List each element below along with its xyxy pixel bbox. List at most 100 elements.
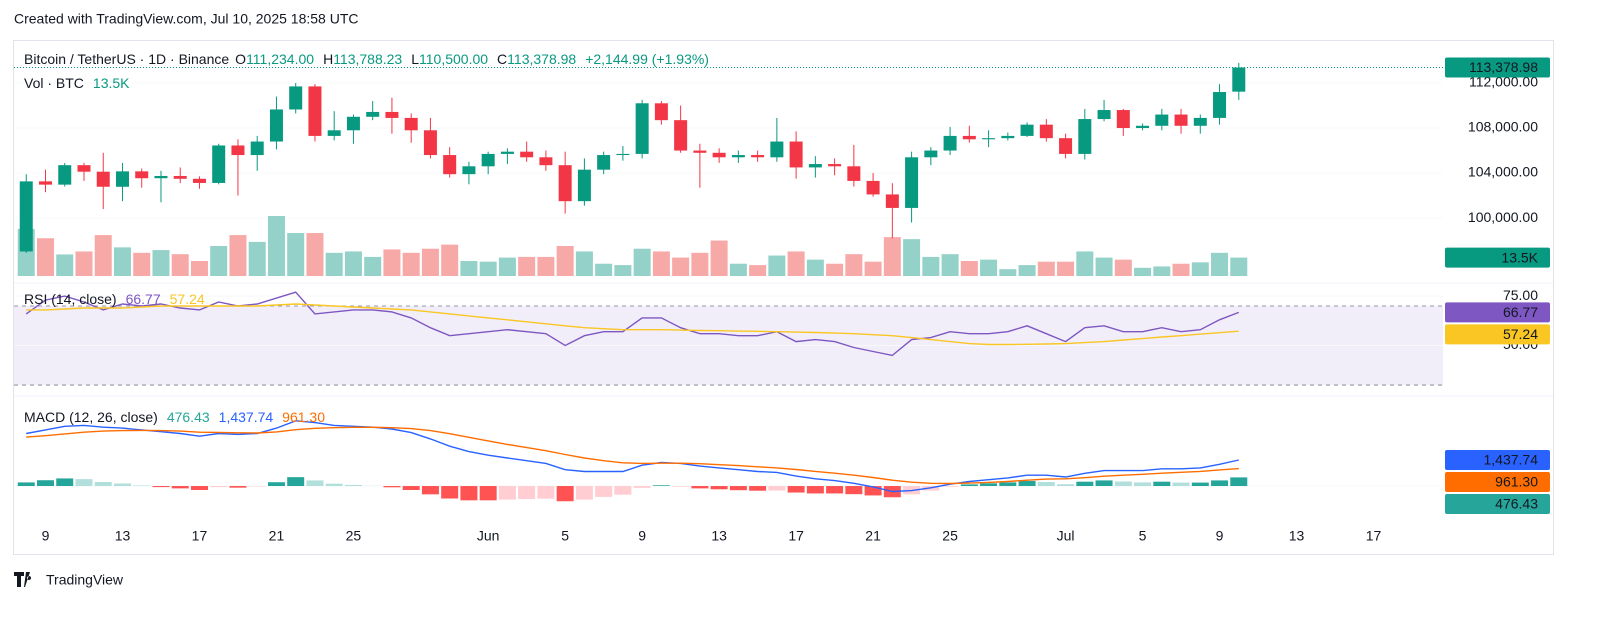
volume-bar bbox=[729, 263, 747, 276]
x-tick-label: 9 bbox=[638, 528, 646, 544]
volume-bar bbox=[1095, 257, 1113, 276]
candle-body bbox=[539, 157, 553, 166]
rsi-value: 66.77 bbox=[126, 291, 161, 307]
volume-bar bbox=[36, 238, 54, 276]
candle-body bbox=[847, 166, 861, 181]
histogram-bar bbox=[248, 486, 266, 487]
volume-bar bbox=[498, 257, 516, 276]
histogram-bar bbox=[826, 486, 844, 494]
candle-body bbox=[943, 135, 957, 151]
volume-bar bbox=[460, 261, 478, 276]
histogram-bar bbox=[518, 486, 536, 500]
candle-body bbox=[77, 165, 91, 172]
volume-bar bbox=[1076, 251, 1094, 276]
histogram-bar bbox=[691, 486, 709, 489]
candle-body bbox=[1232, 67, 1246, 92]
volume-bar bbox=[325, 252, 343, 276]
candle-body bbox=[712, 152, 726, 158]
x-tick-label: 25 bbox=[942, 528, 958, 544]
value-tag-label: 66.77 bbox=[1503, 304, 1538, 320]
candle-body bbox=[1174, 114, 1188, 126]
volume-bar bbox=[344, 251, 362, 276]
volume-bar bbox=[1230, 257, 1248, 276]
x-tick-label: 9 bbox=[1216, 528, 1224, 544]
histogram-bar bbox=[537, 486, 555, 499]
volume-bar bbox=[56, 254, 74, 276]
value-tag bbox=[1445, 57, 1550, 78]
candle-body bbox=[866, 180, 880, 195]
histogram-bar bbox=[806, 486, 824, 494]
legend-value: 113,378.98 bbox=[507, 51, 576, 67]
volume-bar bbox=[1057, 261, 1075, 276]
x-tick-label: 5 bbox=[1139, 528, 1147, 544]
candle-body bbox=[231, 145, 245, 156]
candle-body bbox=[423, 130, 437, 156]
histogram-bar bbox=[94, 482, 112, 487]
histogram-bar bbox=[383, 486, 401, 488]
volume-bar bbox=[1134, 267, 1152, 276]
x-tick-label: 9 bbox=[42, 528, 50, 544]
histogram-bar bbox=[36, 480, 54, 487]
tv-logo: TradingView bbox=[14, 572, 124, 588]
volume-bar bbox=[672, 257, 690, 276]
histogram-bar bbox=[864, 486, 882, 496]
header: Created with TradingView.com, Jul 10, 20… bbox=[14, 11, 358, 27]
candle-body bbox=[1136, 125, 1150, 129]
candle-body bbox=[616, 153, 630, 156]
candle-body bbox=[346, 116, 360, 131]
candle-body bbox=[1155, 114, 1169, 126]
volume-bar bbox=[922, 256, 940, 276]
volume-bar bbox=[421, 248, 439, 276]
candle-body bbox=[654, 103, 668, 121]
histogram-bar bbox=[941, 486, 959, 487]
histogram-bar bbox=[749, 486, 767, 491]
value-tag-label: 113,378.98 bbox=[1469, 59, 1538, 75]
x-tick-label: 17 bbox=[192, 528, 208, 544]
volume-bar bbox=[980, 259, 998, 276]
volume-bar bbox=[633, 248, 651, 276]
volume-bar bbox=[1153, 266, 1171, 276]
rsi-legend: RSI (14, close) 66.77 57.24 bbox=[24, 291, 205, 307]
x-tick-label: 5 bbox=[561, 528, 569, 544]
candle-body bbox=[770, 141, 784, 158]
histogram-bar bbox=[1076, 481, 1094, 487]
candle-body bbox=[751, 155, 765, 158]
histogram-bar bbox=[479, 486, 497, 501]
volume-bar bbox=[113, 247, 131, 276]
candle-body bbox=[366, 111, 380, 117]
x-tick-label: 17 bbox=[1366, 528, 1382, 544]
candle-body bbox=[1193, 117, 1207, 126]
value-tag bbox=[1445, 449, 1550, 470]
histogram-bar bbox=[1172, 482, 1190, 487]
volume-bar bbox=[999, 269, 1017, 276]
histogram-bar bbox=[190, 486, 208, 491]
x-tick-label: 21 bbox=[269, 528, 285, 544]
volume-bar bbox=[903, 239, 921, 276]
indicator-line bbox=[25, 291, 1240, 357]
candle-body bbox=[327, 130, 341, 136]
histogram-bar bbox=[75, 479, 93, 487]
volume-bar bbox=[845, 254, 863, 276]
histogram-bar bbox=[267, 482, 285, 487]
candle-body bbox=[693, 150, 707, 153]
histogram-bar bbox=[171, 486, 189, 489]
candle-body bbox=[924, 150, 938, 158]
candle-body bbox=[115, 171, 129, 187]
legend-key: H bbox=[323, 51, 333, 67]
histogram-bar bbox=[133, 485, 151, 487]
candle-body bbox=[404, 117, 418, 131]
histogram-bar bbox=[1095, 480, 1113, 487]
histogram-bar bbox=[1191, 482, 1209, 487]
candle-body bbox=[443, 155, 457, 175]
volume-bar bbox=[537, 256, 555, 276]
candle-body bbox=[962, 135, 976, 140]
volume-bar bbox=[210, 246, 228, 276]
footer: TradingView bbox=[46, 572, 124, 588]
value-tag-label: 961.30 bbox=[1495, 474, 1538, 490]
histogram-bar bbox=[498, 486, 516, 500]
x-tick-label: Jun bbox=[477, 528, 500, 544]
x-tick-label: 17 bbox=[788, 528, 804, 544]
candle-body bbox=[308, 86, 322, 136]
volume-value: 13.5K bbox=[93, 75, 130, 91]
